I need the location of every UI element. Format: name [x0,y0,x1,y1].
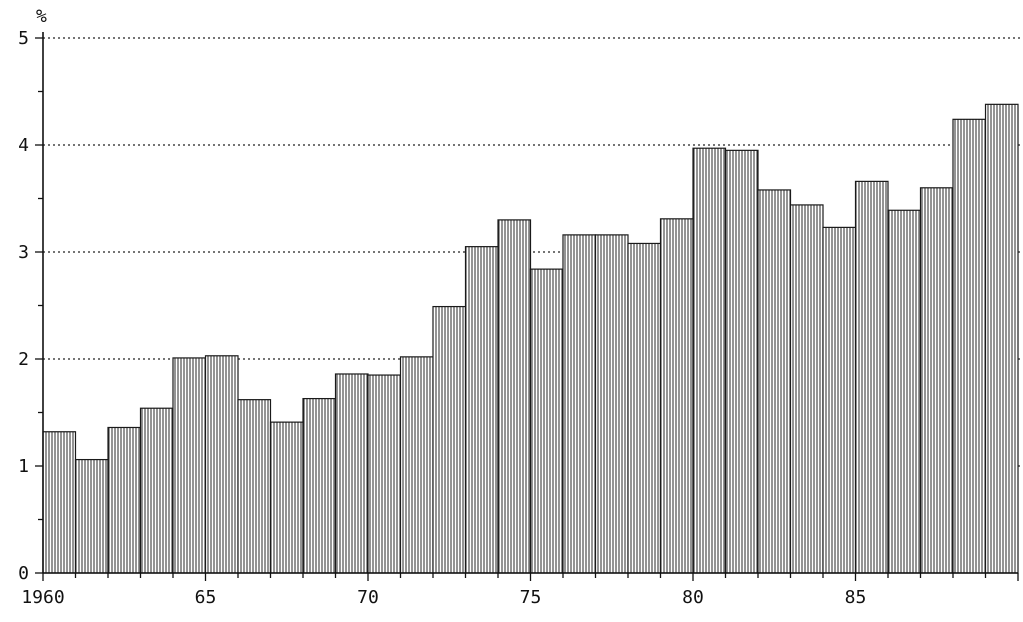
tick-labels: 0 1 2 3 4 5 1960 65 70 75 80 85 [18,28,866,608]
bar-1961 [74,458,109,574]
bar-1975 [529,268,564,574]
bar-1978 [627,242,662,574]
bar-1982 [757,189,792,574]
bar-1971 [399,356,434,574]
bar-1976 [562,234,597,574]
bar-1969 [334,373,369,574]
x-tick-label-3: 75 [520,587,542,608]
bars [42,103,1019,574]
bar-1974 [497,219,532,574]
bar-1963 [139,407,174,574]
y-tick-label-4: 4 [18,135,29,156]
bar-1984 [822,226,857,574]
bar-1965 [204,355,239,574]
y-tick-label-2: 2 [18,349,29,370]
axes [35,32,1019,581]
bar-1970 [367,374,402,574]
x-tick-label-2: 70 [357,587,379,608]
bar-1979 [659,218,694,574]
bar-1966 [237,399,272,574]
bar-1968 [302,397,337,574]
x-tick-label-4: 80 [682,587,704,608]
bar-1972 [432,305,467,574]
bar-1962 [107,426,142,574]
bar-1967 [269,421,304,574]
bar-1986 [887,209,922,574]
bar-1964 [172,357,207,574]
bar-1983 [789,204,824,574]
bar-1985 [854,180,889,574]
bar-1981 [724,149,759,574]
bar-1980 [692,147,727,574]
y-tick-label-3: 3 [18,242,29,263]
y-tick-label-0: 0 [18,563,29,584]
x-tick-label-0: 1960 [21,587,64,608]
bar-1989 [984,103,1019,574]
bar-1987 [919,187,954,574]
bar-1960 [42,431,77,574]
y-tick-label-5: 5 [18,28,29,49]
bar-1988 [952,118,987,574]
bar-1973 [464,246,499,574]
x-tick-label-5: 85 [845,587,867,608]
x-tick-label-1: 65 [195,587,217,608]
bar-1977 [594,234,629,574]
y-axis-unit-label: % [36,6,47,27]
y-tick-label-1: 1 [18,456,29,477]
